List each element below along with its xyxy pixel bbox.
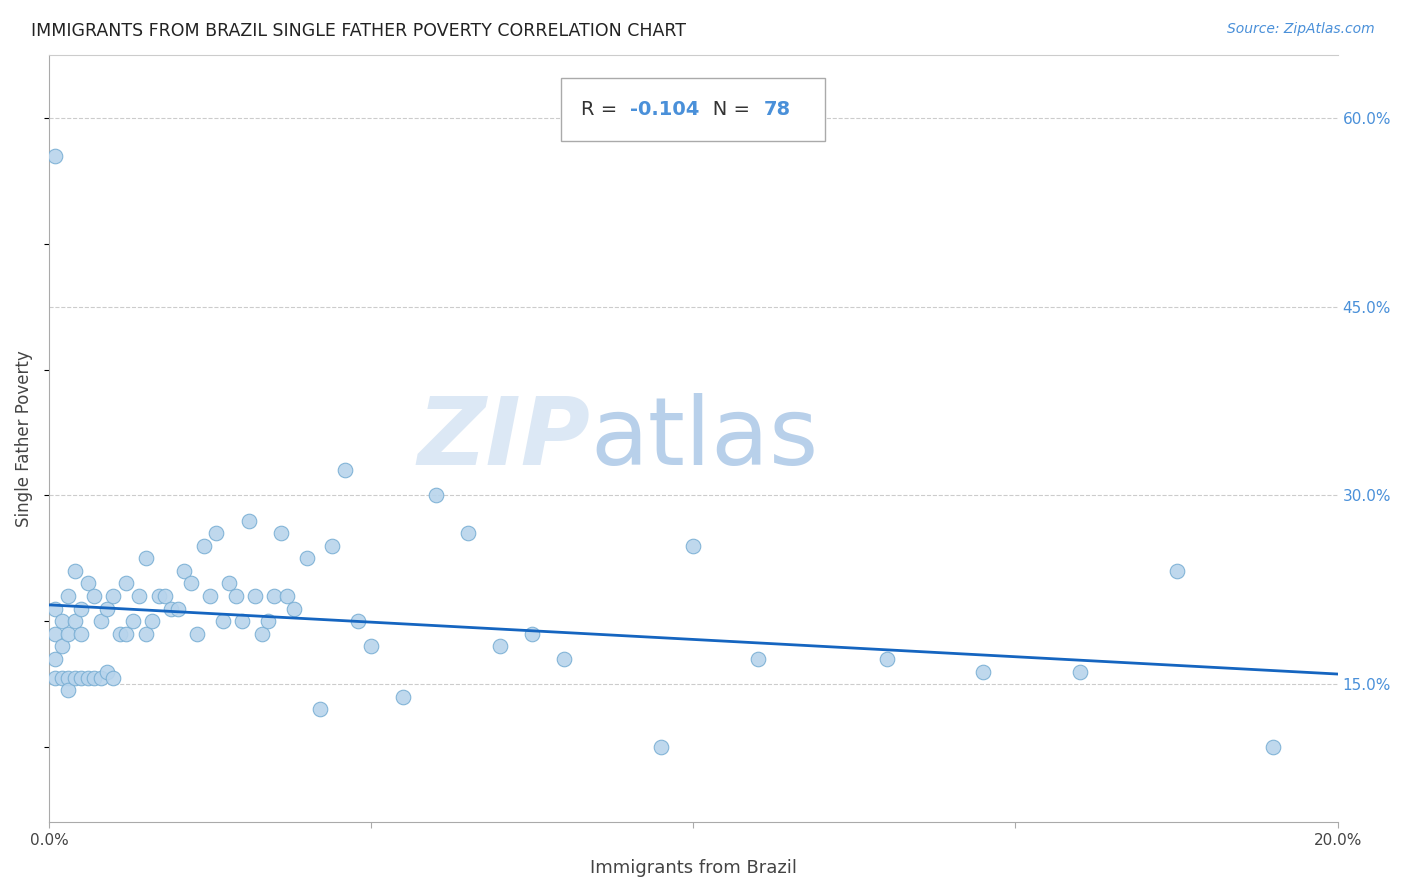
- Point: [83, 671, 105, 685]
- Point: [270, 526, 292, 541]
- Point: [44, 671, 66, 685]
- Point: [747, 652, 769, 666]
- Point: [425, 488, 447, 502]
- Point: [135, 627, 157, 641]
- Point: [115, 576, 138, 591]
- Point: [308, 702, 330, 716]
- Point: [89, 671, 111, 685]
- Text: atlas: atlas: [591, 392, 818, 485]
- Point: [876, 652, 898, 666]
- Point: [166, 601, 188, 615]
- Point: [58, 627, 80, 641]
- Point: [186, 627, 208, 641]
- Point: [231, 614, 253, 628]
- Point: [1263, 739, 1285, 754]
- FancyBboxPatch shape: [561, 78, 825, 141]
- Text: ZIP: ZIP: [418, 392, 591, 485]
- Point: [173, 564, 195, 578]
- Text: Source: ZipAtlas.com: Source: ZipAtlas.com: [1227, 22, 1375, 37]
- Point: [44, 601, 66, 615]
- Point: [489, 640, 512, 654]
- Point: [457, 526, 479, 541]
- Point: [63, 614, 86, 628]
- Point: [51, 671, 73, 685]
- Y-axis label: Single Father Poverty: Single Father Poverty: [15, 351, 32, 527]
- Point: [392, 690, 415, 704]
- Point: [180, 576, 202, 591]
- Point: [51, 614, 73, 628]
- Point: [193, 539, 215, 553]
- Point: [70, 627, 93, 641]
- Point: [238, 514, 260, 528]
- Point: [250, 627, 273, 641]
- Point: [76, 576, 98, 591]
- Point: [263, 589, 285, 603]
- Point: [83, 589, 105, 603]
- Point: [121, 614, 143, 628]
- Point: [63, 671, 86, 685]
- Point: [70, 671, 93, 685]
- Point: [553, 652, 575, 666]
- Point: [1166, 564, 1188, 578]
- Point: [44, 627, 66, 641]
- Point: [153, 589, 176, 603]
- Point: [160, 601, 183, 615]
- Text: R =: R =: [581, 100, 623, 120]
- Point: [58, 683, 80, 698]
- X-axis label: Immigrants from Brazil: Immigrants from Brazil: [589, 859, 797, 877]
- Point: [335, 463, 357, 477]
- Point: [58, 671, 80, 685]
- Point: [141, 614, 163, 628]
- Point: [115, 627, 138, 641]
- Point: [347, 614, 370, 628]
- Point: [63, 564, 86, 578]
- Point: [360, 640, 382, 654]
- Text: IMMIGRANTS FROM BRAZIL SINGLE FATHER POVERTY CORRELATION CHART: IMMIGRANTS FROM BRAZIL SINGLE FATHER POV…: [31, 22, 686, 40]
- Point: [148, 589, 170, 603]
- Point: [218, 576, 240, 591]
- Point: [103, 589, 125, 603]
- Point: [108, 627, 131, 641]
- Text: N =: N =: [695, 100, 756, 120]
- Point: [70, 601, 93, 615]
- Point: [103, 671, 125, 685]
- Point: [58, 589, 80, 603]
- Text: 78: 78: [763, 100, 790, 120]
- Point: [522, 627, 544, 641]
- Point: [257, 614, 280, 628]
- Point: [128, 589, 150, 603]
- Point: [76, 671, 98, 685]
- Point: [972, 665, 994, 679]
- Point: [135, 551, 157, 566]
- Point: [225, 589, 247, 603]
- Point: [198, 589, 221, 603]
- Point: [283, 601, 305, 615]
- Point: [89, 614, 111, 628]
- Point: [243, 589, 266, 603]
- Point: [295, 551, 318, 566]
- Point: [276, 589, 298, 603]
- Point: [650, 739, 672, 754]
- Point: [44, 149, 66, 163]
- Point: [51, 640, 73, 654]
- Text: -0.104: -0.104: [630, 100, 699, 120]
- Point: [205, 526, 228, 541]
- Point: [321, 539, 343, 553]
- Point: [44, 652, 66, 666]
- Point: [682, 539, 704, 553]
- Point: [1069, 665, 1091, 679]
- Point: [212, 614, 235, 628]
- Point: [96, 601, 118, 615]
- Point: [96, 665, 118, 679]
